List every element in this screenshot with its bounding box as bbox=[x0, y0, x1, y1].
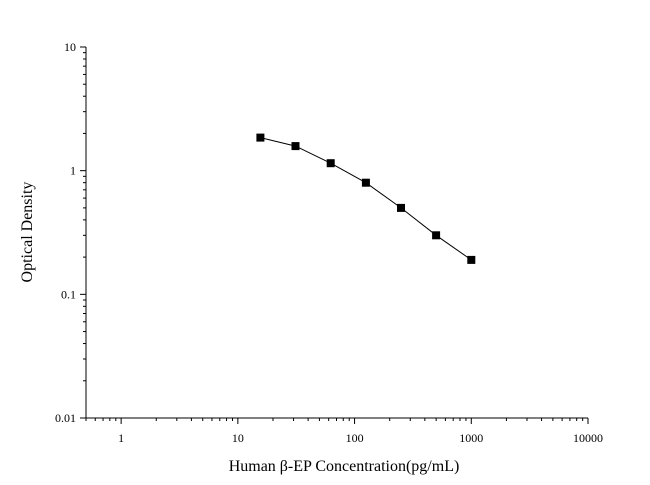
x-tick-label: 10 bbox=[232, 431, 244, 445]
y-tick-label: 0.01 bbox=[55, 411, 76, 425]
data-point bbox=[467, 255, 476, 264]
series-line bbox=[260, 137, 472, 261]
data-point bbox=[256, 133, 265, 142]
x-axis-label: Human β-EP Concentration(pg/mL) bbox=[229, 458, 460, 475]
axes bbox=[85, 47, 588, 419]
x-tick-label: 100 bbox=[346, 431, 364, 445]
y-tick-label: 0.1 bbox=[61, 287, 76, 301]
data-point bbox=[361, 178, 370, 187]
x-tick-label: 10000 bbox=[573, 431, 603, 445]
series bbox=[256, 133, 476, 264]
x-tick-label: 1000 bbox=[459, 431, 483, 445]
y-tick-label: 1 bbox=[70, 164, 76, 178]
data-point bbox=[432, 231, 441, 240]
data-point bbox=[326, 159, 335, 168]
data-point bbox=[397, 203, 405, 212]
y-axis-label: Optical Density bbox=[19, 182, 36, 283]
y-tick-label: 10 bbox=[64, 40, 76, 54]
data-point bbox=[291, 142, 300, 151]
ticks: 1 10 100 1000 10000 0.01 0.1 1 10 bbox=[55, 40, 603, 445]
x-tick-label: 1 bbox=[118, 431, 124, 445]
